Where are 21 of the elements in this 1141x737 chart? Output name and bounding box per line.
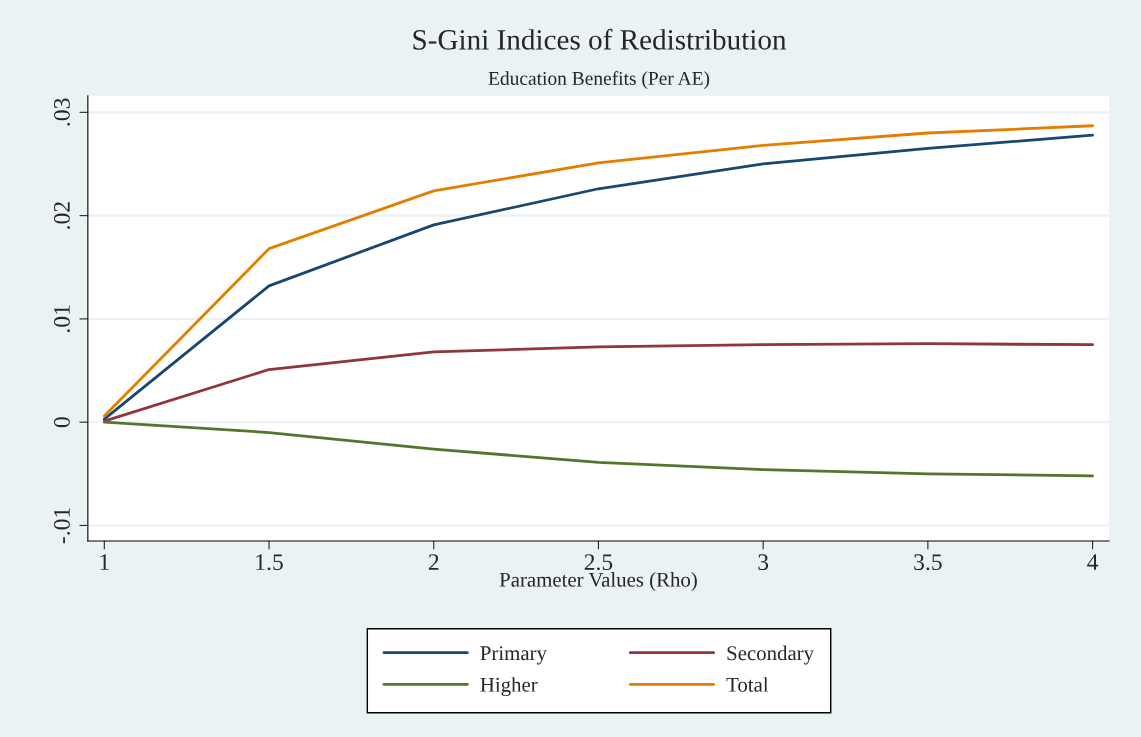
line-series <box>102 342 1094 423</box>
y-tick-label: 0 <box>53 417 70 428</box>
x-tick-label: 3 <box>758 554 769 571</box>
x-tick-label: 2.5 <box>584 554 613 571</box>
x-axis-title: Parameter Values (Rho) <box>499 572 697 591</box>
y-tick-label: .02 <box>53 202 70 229</box>
legend-label: Higher <box>480 677 538 697</box>
legend-label: Primary <box>480 646 547 665</box>
line-series <box>102 420 1094 478</box>
chart-title: S-Gini Indices of Redistribution <box>413 28 787 50</box>
x-tick-label: 3.5 <box>914 554 942 571</box>
chart-subtitle: Education Benefits (Per AE) <box>488 71 710 89</box>
x-tick-label: 1.5 <box>256 554 283 571</box>
legend-label: Secondary <box>727 645 814 665</box>
y-tick-label: -.01 <box>53 508 70 544</box>
y-tick-label: .03 <box>53 98 70 126</box>
x-tick-label: 2 <box>428 554 439 570</box>
legend-label: Total <box>726 677 769 692</box>
x-tick-label: 1 <box>100 554 109 570</box>
x-tick-label: 4 <box>1087 554 1099 570</box>
y-tick-label: .01 <box>53 305 70 333</box>
